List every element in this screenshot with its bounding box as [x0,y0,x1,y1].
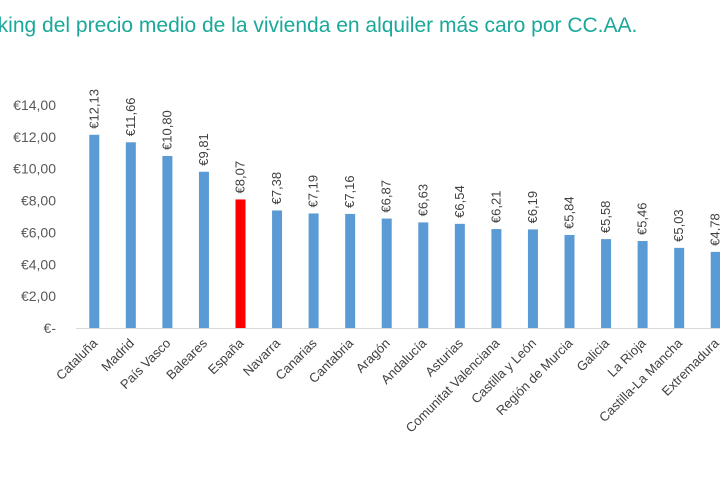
bar-11 [454,223,465,328]
y-tick-label: €8,00 [21,193,56,209]
bar-6 [272,210,283,328]
bar-13 [527,229,538,328]
bar-10 [418,222,429,328]
data-label: €6,63 [415,184,430,217]
data-label: €7,19 [306,175,321,208]
data-label: €6,54 [452,185,467,218]
x-tick-label: Cataluña [53,335,101,383]
data-label: €5,03 [671,209,686,242]
data-label: €6,19 [525,191,540,224]
bar-5 [235,199,246,328]
data-label: €7,16 [342,175,357,208]
bar-14 [564,234,575,328]
data-label: €11,66 [123,97,138,136]
data-label: €5,58 [598,201,613,234]
bar-12 [491,229,502,328]
x-tick-label: España [205,335,247,377]
bar-1 [89,134,100,328]
bar-4 [198,171,209,328]
bar-2 [125,142,136,328]
y-tick-label: €4,00 [21,256,56,272]
y-tick-label: €6,00 [21,224,56,240]
data-label: €6,21 [488,191,503,224]
bar-16 [637,241,648,328]
y-tick-label: €14,00 [13,97,56,113]
bar-17 [674,247,685,328]
data-labels: €12,13 €11,66 €10,80 €9,81 €8,07 €7,38 €7,19 €7… [86,89,720,246]
y-tick-label: €- [44,320,57,336]
chart-title: nking del precio medio de la vivienda en… [0,14,638,37]
data-label: €8,07 [233,161,248,194]
bar-7 [308,213,319,328]
data-label: €6,87 [379,180,394,213]
data-label: €5,46 [635,202,650,235]
y-axis: €- €2,00 €4,00 €6,00 €8,00 €10,00 €12,00 €14,00 [13,97,56,336]
y-tick-label: €2,00 [21,288,56,304]
bar-3 [162,155,173,328]
bar-8 [345,213,356,328]
bars [89,134,720,328]
bar-9 [381,218,392,328]
data-label: €5,84 [562,196,577,229]
data-label: €12,13 [86,89,101,129]
data-label: €10,80 [159,110,174,150]
y-tick-label: €10,00 [13,161,56,177]
data-label: €7,38 [269,172,284,205]
data-label: €9,81 [196,133,211,166]
y-tick-label: €12,00 [13,129,56,145]
bar-18 [710,251,720,328]
bar-15 [601,239,612,328]
data-label: €4,78 [708,213,720,246]
x-tick-label: Baleares [163,335,210,382]
